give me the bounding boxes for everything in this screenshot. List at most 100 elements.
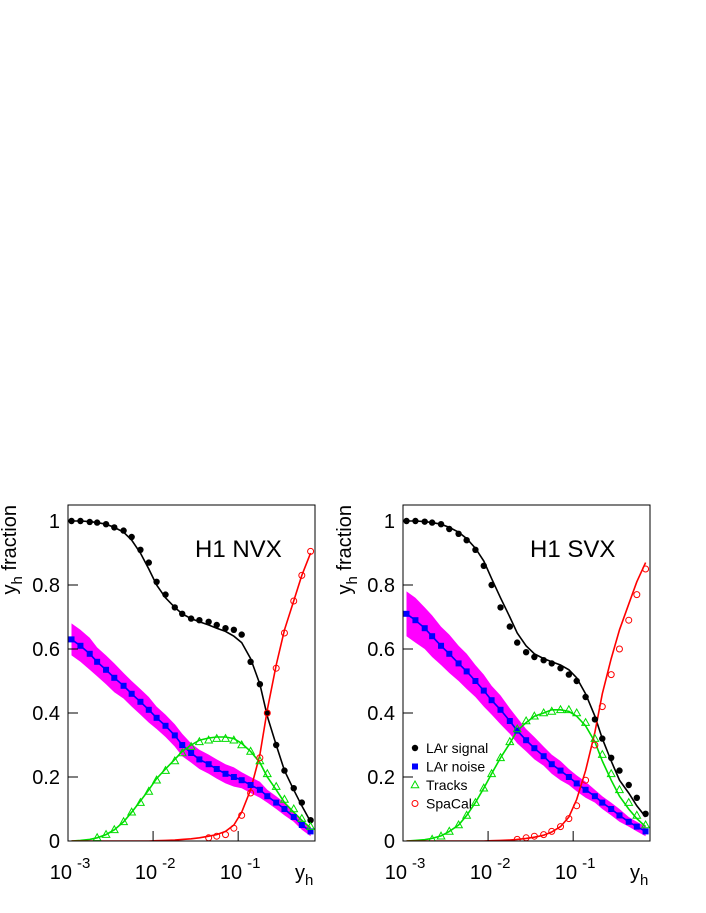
- data-point: [564, 704, 574, 714]
- y-tick-label: 1: [49, 511, 60, 533]
- data-point: [540, 753, 547, 760]
- data-point: [187, 615, 195, 622]
- data-point: [109, 824, 119, 834]
- x-tick-exponent: -2: [162, 855, 175, 872]
- data-point: [573, 802, 581, 810]
- data-point: [625, 616, 633, 624]
- data-point: [540, 831, 548, 839]
- x-tick-exponent: -1: [247, 855, 260, 872]
- y-tick-label: 0.6: [367, 639, 395, 661]
- y-tick-label: 0: [384, 831, 395, 853]
- data-point: [177, 747, 187, 757]
- data-point: [256, 681, 264, 688]
- data-point: [128, 690, 135, 697]
- data-point: [162, 722, 169, 729]
- plot-frame: [402, 504, 651, 842]
- data-point: [557, 767, 564, 774]
- data-point: [530, 832, 538, 840]
- data-point: [205, 761, 212, 768]
- data-point: [160, 765, 171, 774]
- data-point: [298, 799, 306, 806]
- data-point: [590, 733, 600, 742]
- data-point: [179, 742, 186, 748]
- data-point: [573, 677, 580, 685]
- data-point: [86, 518, 93, 526]
- data-point: [616, 812, 623, 819]
- uncertainty-band: [406, 591, 646, 837]
- data-point: [624, 797, 634, 806]
- y-tick-label: 0.8: [32, 575, 60, 597]
- data-point: [237, 739, 247, 749]
- data-point: [186, 741, 196, 750]
- data-point: [514, 727, 521, 734]
- data-point: [591, 741, 599, 749]
- data-point: [188, 750, 195, 756]
- y-axis-title-main: y: [334, 585, 356, 595]
- x-tick-label: 10: [555, 862, 577, 884]
- model-curve: [406, 520, 647, 818]
- data-point: [548, 827, 556, 835]
- data-point: [86, 650, 93, 657]
- y-axis-title: yh fraction: [0, 505, 26, 595]
- legend-marker: [411, 744, 419, 752]
- data-point: [591, 793, 598, 800]
- panel-label: H1 NVX: [195, 536, 282, 563]
- data-point: [403, 610, 410, 617]
- x-tick-label: 10: [385, 862, 407, 884]
- data-point: [606, 768, 616, 778]
- data-point: [548, 761, 555, 768]
- data-point: [633, 823, 640, 830]
- data-point: [470, 797, 481, 806]
- data-point: [539, 707, 549, 717]
- x-tick-label: 10: [135, 862, 157, 884]
- data-point: [531, 745, 538, 752]
- x-tick-exponent: -3: [77, 855, 90, 872]
- data-point: [436, 831, 446, 840]
- legend-label: LAr noise: [426, 759, 485, 775]
- data-point: [582, 776, 590, 784]
- data-point: [642, 565, 650, 573]
- data-point: [444, 826, 454, 835]
- data-point: [144, 786, 154, 795]
- data-point: [591, 716, 599, 723]
- data-point: [573, 780, 580, 787]
- legend: LAr signal LAr noise Tracks SpaCal: [410, 740, 488, 812]
- data-point: [271, 781, 281, 790]
- x-axis-title-sub: h: [305, 872, 313, 889]
- data-point: [213, 621, 220, 629]
- data-point: [555, 704, 566, 714]
- data-point: [472, 546, 479, 553]
- data-point: [607, 671, 615, 679]
- data-point: [307, 817, 314, 824]
- data-point: [428, 834, 436, 841]
- data-point: [513, 835, 521, 841]
- y-tick-label: 0.4: [32, 703, 60, 725]
- data-point: [273, 799, 280, 806]
- legend-marker: [410, 779, 420, 789]
- x-tick-label: 10: [470, 862, 492, 884]
- data-point: [264, 709, 271, 717]
- data-point: [196, 756, 203, 763]
- data-point: [171, 732, 178, 739]
- data-point: [472, 678, 479, 684]
- data-point: [480, 562, 487, 569]
- data-point: [196, 617, 203, 624]
- x-tick-exponent: -3: [412, 855, 425, 872]
- data-point: [512, 723, 522, 733]
- data-point: [230, 626, 238, 633]
- y-axis-title-main: y: [0, 585, 21, 595]
- data-point: [247, 658, 254, 665]
- data-point: [633, 591, 641, 599]
- data-point: [213, 766, 220, 772]
- data-point: [305, 821, 315, 830]
- data-point: [597, 749, 607, 758]
- y-axis-title-suffix: fraction: [334, 505, 356, 576]
- data-point: [230, 824, 238, 832]
- data-point: [135, 797, 146, 806]
- data-point: [614, 784, 625, 794]
- data-point: [298, 822, 305, 828]
- data-point: [68, 636, 75, 643]
- data-point: [455, 660, 462, 667]
- data-point: [229, 735, 239, 744]
